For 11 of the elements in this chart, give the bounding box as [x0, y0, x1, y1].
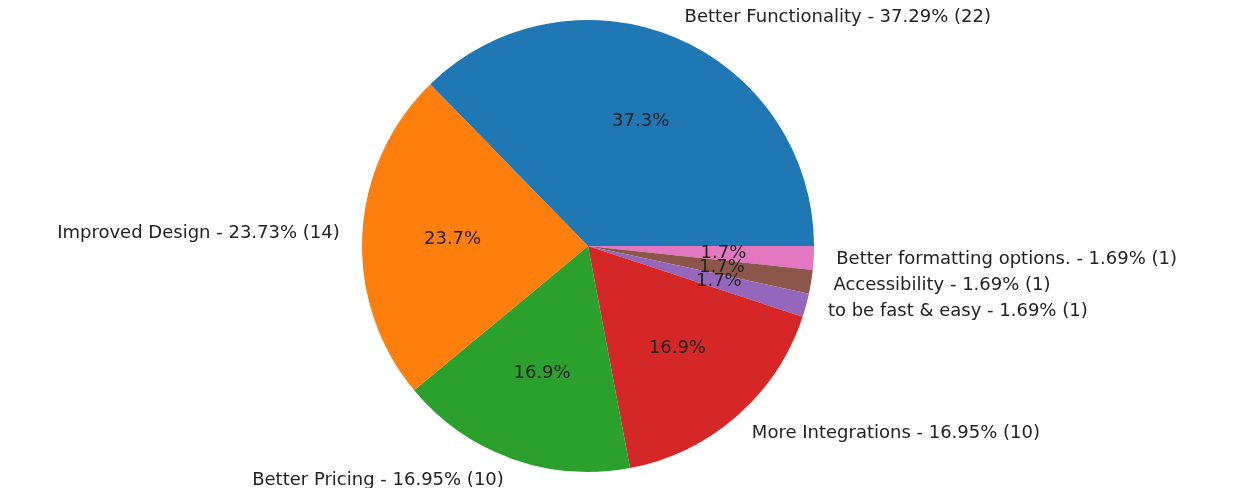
slice-label: Better formatting options. - 1.69% (1)	[836, 246, 1178, 268]
data-label: 16.9%	[513, 361, 571, 383]
slice-label: Better Functionality - 37.29% (22)	[684, 4, 991, 26]
slice-label: More Integrations - 16.95% (10)	[751, 420, 1041, 442]
data-label: 23.7%	[424, 226, 482, 248]
slice-label: Better Pricing - 16.95% (10)	[252, 467, 504, 489]
data-label: 16.9%	[648, 335, 706, 357]
slice-label: Accessibility - 1.69% (1)	[833, 273, 1051, 295]
slice-label: to be fast & easy - 1.69% (1)	[827, 298, 1088, 320]
slice-label: Improved Design - 23.73% (14)	[57, 220, 340, 242]
data-label: 37.3%	[612, 108, 670, 130]
